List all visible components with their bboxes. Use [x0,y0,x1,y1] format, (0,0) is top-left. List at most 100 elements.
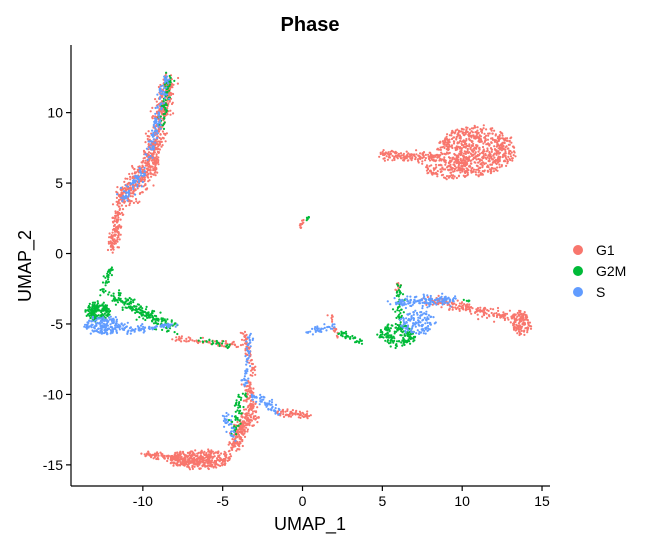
data-point-g1 [147,151,151,154]
data-point-g1 [205,458,208,462]
data-point-s [424,332,427,335]
data-point-g2m [99,294,102,297]
data-point-s [255,400,258,403]
data-point-g1 [244,352,247,355]
data-point-g1 [382,153,385,157]
data-point-g1 [157,454,160,457]
data-point-s [154,112,157,115]
data-point-g1 [503,318,506,322]
data-point-g1 [504,146,507,149]
data-point-s [405,317,408,320]
data-point-g2m [394,310,397,313]
data-point-s [149,143,152,146]
data-point-s [128,189,131,192]
data-point-g1 [117,212,120,215]
data-point-g1 [184,460,187,463]
data-point-g1 [245,398,248,401]
data-point-s [274,410,277,414]
data-point-g1 [470,144,473,147]
data-point-g1 [296,412,299,415]
data-point-g1 [160,145,163,148]
data-point-g1 [410,153,413,156]
data-point-g1 [408,155,411,158]
data-point-g1 [152,162,155,165]
data-point-g1 [475,158,478,161]
data-point-s [116,324,119,328]
data-point-g1 [520,312,523,315]
data-point-s [105,318,108,321]
data-point-g1 [205,453,208,456]
data-point-g1 [459,152,462,155]
data-point-g1 [457,160,460,163]
data-point-g1 [521,318,524,321]
data-point-s [420,324,424,327]
data-point-g2m [215,339,218,343]
data-point-g1 [147,176,150,179]
data-point-s [163,77,166,80]
data-point-g2m [106,278,110,281]
data-point-g1 [299,224,302,227]
data-point-g1 [493,148,497,151]
data-point-s [274,403,278,406]
data-point-g1 [465,137,468,141]
data-point-g1 [198,463,201,466]
data-point-g2m [395,344,398,347]
data-point-g1 [214,463,217,466]
data-point-g1 [306,410,309,413]
data-point-s [245,340,248,343]
data-point-s [249,345,252,348]
data-point-g1 [114,210,117,213]
data-point-g2m [381,331,384,334]
data-point-g2m [151,309,154,312]
data-point-g1 [435,153,438,157]
data-point-g1 [472,156,475,159]
data-point-g1 [492,170,496,173]
data-point-g1 [410,159,413,162]
data-point-g1 [181,459,185,462]
data-point-s [251,398,254,401]
data-point-g1 [169,113,172,116]
data-point-s [101,319,104,322]
data-point-s [154,119,157,122]
data-point-s [122,190,126,193]
data-point-s [109,323,112,326]
data-point-g1 [248,387,251,390]
data-point-g1 [393,158,396,161]
data-point-g1 [254,402,257,405]
data-point-g1 [521,315,524,318]
data-point-g2m [355,340,358,344]
data-point-g2m [136,303,139,306]
data-point-g2m [133,298,136,301]
data-point-g1 [446,133,449,136]
data-point-g1 [469,306,472,309]
data-point-g1 [473,149,476,152]
data-point-g1 [476,129,479,132]
data-point-g1 [244,408,248,411]
data-point-g1 [397,152,401,155]
data-point-g1 [477,174,480,177]
data-point-g2m [396,283,399,286]
data-point-g1 [256,421,259,424]
data-point-g2m [140,314,143,317]
data-point-s [409,295,412,298]
data-point-g1 [237,443,240,446]
data-point-g1 [461,167,464,170]
data-point-g2m [234,415,237,418]
data-point-g1 [285,413,288,416]
data-point-g2m [121,308,124,311]
data-point-s [429,294,432,298]
data-point-g1 [461,169,464,172]
data-point-g1 [448,151,451,154]
data-point-s [443,301,447,304]
data-point-g2m [407,339,410,343]
data-point-g1 [220,452,223,455]
data-point-g1 [505,312,509,315]
data-point-g2m [110,267,113,271]
data-point-s [143,170,146,173]
data-point-g1 [116,227,119,230]
data-point-s [245,368,248,371]
data-point-g1 [244,424,247,427]
data-point-g1 [501,137,504,140]
data-point-s [127,194,130,197]
data-point-g2m [400,308,403,311]
